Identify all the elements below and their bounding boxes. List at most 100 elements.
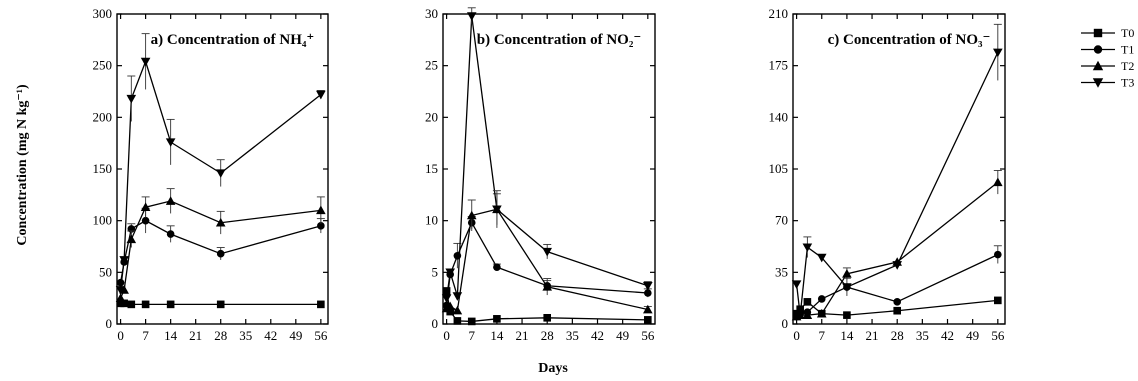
legend-marker — [1093, 45, 1103, 54]
data-point — [644, 289, 652, 297]
data-point — [492, 205, 502, 215]
x-tick-label: 14 — [840, 328, 854, 343]
data-point — [140, 57, 151, 67]
series-T2 — [441, 193, 653, 315]
data-point — [893, 298, 902, 306]
y-tick-label: 50 — [99, 264, 112, 279]
data-point — [803, 298, 812, 306]
legend-label: T0 — [1121, 26, 1134, 40]
data-point — [842, 283, 852, 292]
x-tick-label: 28 — [541, 328, 554, 343]
data-point — [317, 222, 325, 230]
y-tick-label: 0 — [432, 316, 439, 331]
x-tick-label: 35 — [916, 328, 929, 343]
y-tick-label: 140 — [769, 109, 789, 124]
data-point — [166, 300, 175, 309]
data-point — [215, 217, 226, 227]
x-tick-label: 42 — [941, 328, 954, 343]
x-tick-label: 42 — [264, 328, 277, 343]
y-tick-label: 300 — [93, 6, 113, 21]
data-point — [453, 317, 462, 325]
data-point — [993, 177, 1003, 187]
data-point — [643, 281, 653, 291]
x-tick-label: 49 — [289, 328, 302, 343]
series-T3 — [115, 33, 326, 295]
x-tick-label: 49 — [616, 328, 629, 343]
data-point — [994, 250, 1002, 259]
x-tick-label: 35 — [239, 328, 252, 343]
data-point — [165, 196, 176, 205]
data-point — [120, 299, 128, 308]
data-point — [643, 304, 653, 314]
data-point — [141, 300, 150, 309]
legend-item-T0: T0 — [1081, 26, 1134, 40]
y-tick-label: 35 — [775, 264, 788, 279]
y-tick-label: 100 — [93, 213, 113, 228]
data-point — [817, 295, 826, 303]
data-point — [166, 230, 175, 238]
chart-panel-3: 0 35 70 105 140 175 210 0 7 14 21 28 35 42 49 56 c) Conc… — [769, 6, 1006, 343]
data-point — [165, 138, 176, 147]
data-point — [452, 292, 463, 301]
data-point — [892, 261, 903, 270]
data-point — [442, 287, 451, 295]
data-point — [542, 282, 553, 291]
x-axis-label: Days — [538, 361, 568, 376]
data-point — [493, 263, 501, 271]
legend: T0 T1 T2 T3 — [1081, 26, 1134, 90]
series-T3 — [791, 23, 1003, 320]
data-point — [445, 301, 455, 311]
panel-title: a) Concentration of NH₄⁺ — [151, 32, 315, 48]
y-tick-label: 70 — [775, 213, 788, 228]
data-point — [644, 316, 652, 324]
y-axis-label: Concentration (mg N kg⁻¹) — [15, 84, 30, 246]
data-point — [467, 317, 476, 326]
legend-marker — [1092, 78, 1104, 88]
x-tick-label: 21 — [516, 328, 529, 343]
y-tick-label: 105 — [769, 161, 789, 176]
data-point — [127, 300, 136, 309]
series-T2 — [115, 188, 326, 302]
data-point — [317, 300, 325, 309]
data-point — [493, 315, 501, 323]
data-point — [466, 210, 477, 220]
x-tick-label: 21 — [189, 328, 202, 343]
data-point — [441, 294, 452, 303]
data-point — [543, 314, 552, 322]
x-tick-label: 14 — [490, 328, 504, 343]
legend-item-T1: T1 — [1081, 43, 1134, 57]
y-tick-label: 30 — [425, 6, 438, 21]
y-tick-label: 200 — [93, 109, 113, 124]
series-line — [446, 208, 648, 312]
y-tick-label: 150 — [93, 161, 113, 176]
y-tick-label: 0 — [782, 316, 789, 331]
plot-frame — [792, 13, 1006, 325]
x-tick-label: 56 — [641, 328, 655, 343]
data-point — [816, 253, 827, 263]
data-point — [116, 278, 125, 287]
x-tick-label: 14 — [164, 328, 178, 343]
data-point — [119, 256, 129, 265]
x-tick-label: 0 — [443, 328, 450, 343]
data-point — [316, 90, 326, 100]
data-point — [445, 268, 455, 278]
data-point — [795, 311, 805, 320]
data-point — [791, 280, 802, 289]
data-point — [140, 202, 151, 212]
series-T3 — [441, 7, 653, 303]
x-tick-label: 42 — [591, 328, 604, 343]
legend-label: T2 — [1121, 59, 1134, 73]
y-tick-label: 10 — [425, 213, 438, 228]
legend-marker — [1092, 60, 1104, 71]
data-point — [466, 12, 477, 21]
x-tick-label: 35 — [566, 328, 579, 343]
x-tick-label: 56 — [314, 328, 328, 343]
data-point — [126, 234, 137, 244]
data-point — [802, 310, 813, 319]
chart-panel-1: 0 50 100 150 200 250 300 0 7 14 21 28 35 42 49 56 a) Con… — [93, 6, 329, 343]
x-tick-label: 28 — [891, 328, 904, 343]
data-point — [115, 293, 126, 302]
legend-item-T3: T3 — [1081, 76, 1134, 90]
